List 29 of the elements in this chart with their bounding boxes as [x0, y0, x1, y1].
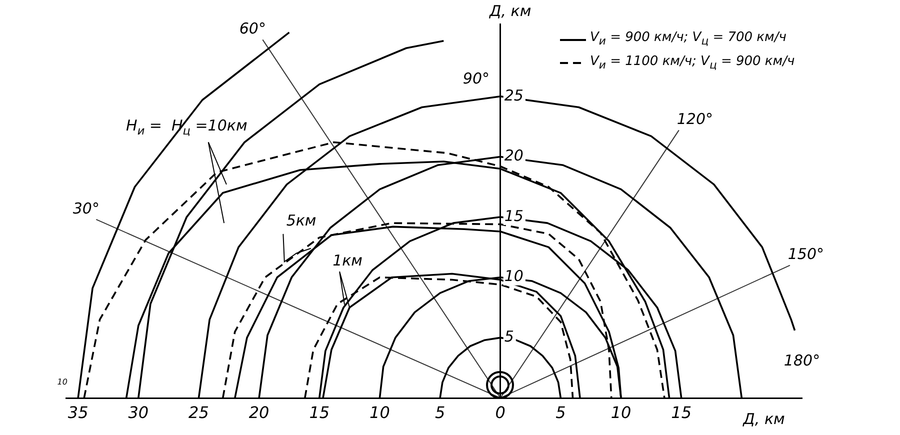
- x-axis-title: Д, км: [742, 410, 785, 428]
- x-tick-label: 10: [610, 402, 632, 422]
- annotation: 60°: [239, 20, 266, 38]
- annotation: 90°: [462, 69, 490, 88]
- annotation: 1км: [332, 251, 363, 270]
- x-tick-label: 10: [370, 402, 390, 422]
- legend-label: V$_{и}$ = 1100 км/ч; V$_{ц}$ = 900 км/ч: [590, 52, 795, 74]
- x-tick-label: 5: [434, 402, 446, 422]
- annotation: 150°: [788, 245, 824, 264]
- x-tick-label: 5: [556, 402, 566, 422]
- annotation: 10: [57, 377, 68, 386]
- x-tick-label: 0: [495, 402, 506, 422]
- x-tick-label: 15: [671, 402, 692, 422]
- legend-label: V$_{и}$ = 900 км/ч; V$_{ц}$ = 700 км/ч: [590, 29, 786, 50]
- annotation: 120°: [676, 110, 714, 128]
- y-tick-label: 5: [504, 328, 514, 346]
- y-tick-label: 20: [504, 146, 524, 165]
- annotation: 5км: [286, 212, 316, 230]
- x-tick-label: 20: [248, 402, 270, 422]
- x-tick-label: 25: [188, 402, 209, 422]
- x-tick-label: 35: [68, 402, 88, 422]
- y-tick-label: 10: [504, 267, 524, 286]
- x-tick-label: 15: [309, 402, 330, 422]
- y-tick-label: 15: [504, 206, 524, 225]
- y-axis-title: Д, км: [488, 2, 532, 20]
- annotation: 180°: [784, 352, 820, 370]
- y-tick-label: 25: [504, 86, 524, 104]
- x-tick-label: 30: [128, 402, 149, 422]
- annotation: 30°: [72, 199, 100, 218]
